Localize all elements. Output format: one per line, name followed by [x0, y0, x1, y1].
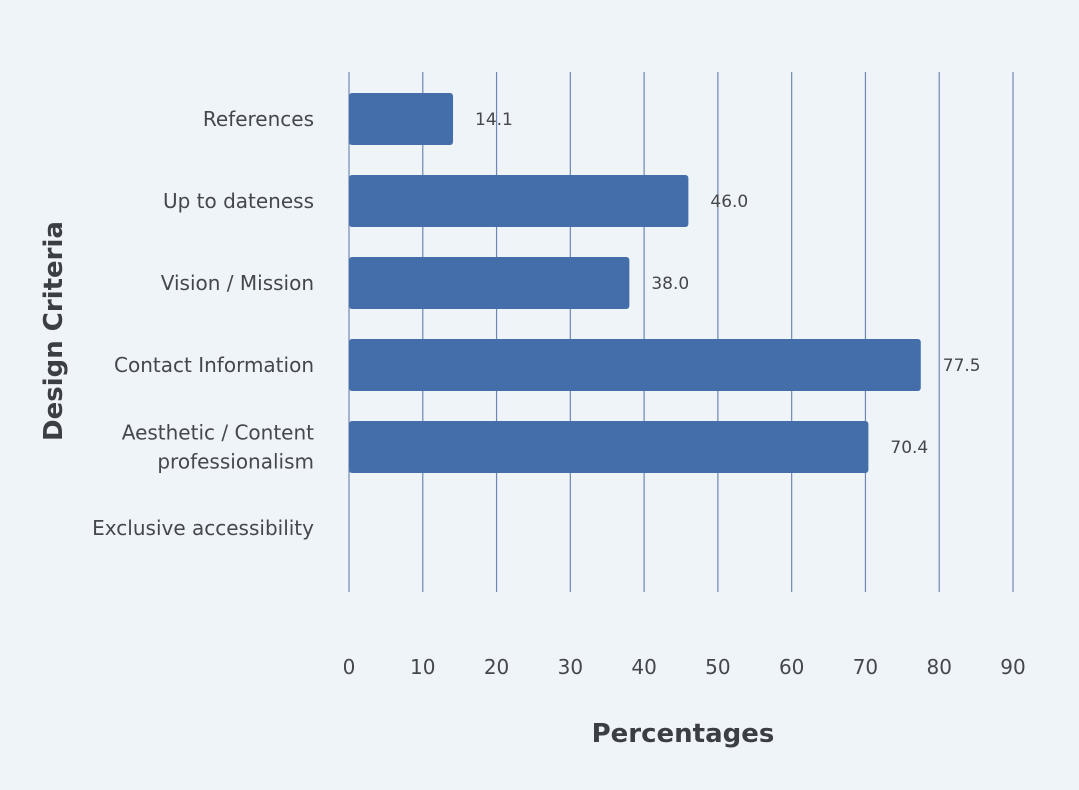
gridlines [348, 72, 1014, 592]
x-tick-label-40: 40 [631, 655, 656, 679]
x-tick-label-50: 50 [705, 655, 730, 679]
bar-0 [349, 93, 454, 145]
bar-1 [349, 175, 689, 227]
x-tick-label-30: 30 [558, 655, 583, 679]
category-label-2: Vision / Mission [161, 271, 314, 295]
bars [349, 93, 921, 473]
data-label-0: 14.1 [475, 110, 513, 130]
x-tick-label-60: 60 [779, 655, 804, 679]
category-labels: References Up to dateness Vision / Mission… [92, 107, 314, 540]
data-label-2: 38.0 [651, 274, 689, 294]
x-tick-label-70: 70 [853, 655, 878, 679]
x-tick-label-90: 90 [1000, 655, 1025, 679]
category-label-4-line-1: professionalism [157, 450, 314, 474]
y-axis-title: Design Criteria [39, 221, 69, 441]
x-tick-labels: 0 10 20 30 40 50 60 70 80 90 [343, 655, 1026, 679]
bar-3 [349, 339, 921, 391]
x-axis-title: Percentages [592, 719, 775, 749]
data-labels: 14.1 46.0 38.0 77.5 70.4 [475, 110, 981, 458]
bar-4 [349, 421, 869, 473]
bar-2 [349, 257, 630, 309]
x-tick-label-10: 10 [410, 655, 435, 679]
x-tick-label-0: 0 [343, 655, 356, 679]
category-label-5: Exclusive accessibility [92, 516, 314, 540]
data-label-1: 46.0 [710, 192, 748, 212]
data-label-3: 77.5 [943, 356, 981, 376]
category-label-4-line-0: Aesthetic / Content [122, 421, 314, 445]
category-label-0: References [203, 107, 314, 131]
x-tick-label-80: 80 [926, 655, 951, 679]
data-label-4: 70.4 [890, 438, 928, 458]
x-tick-label-20: 20 [484, 655, 509, 679]
category-label-3: Contact Information [114, 353, 314, 377]
category-label-1: Up to dateness [163, 189, 314, 213]
